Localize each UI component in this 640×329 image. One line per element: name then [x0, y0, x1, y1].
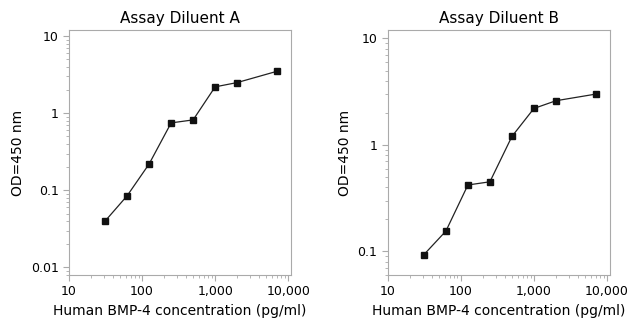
- X-axis label: Human BMP-4 concentration (pg/ml): Human BMP-4 concentration (pg/ml): [53, 304, 307, 318]
- Y-axis label: OD=450 nm: OD=450 nm: [338, 110, 352, 195]
- Y-axis label: OD=450 nm: OD=450 nm: [11, 110, 25, 195]
- Title: Assay Diluent A: Assay Diluent A: [120, 11, 240, 26]
- X-axis label: Human BMP-4 concentration (pg/ml): Human BMP-4 concentration (pg/ml): [372, 304, 625, 318]
- Title: Assay Diluent B: Assay Diluent B: [439, 11, 559, 26]
